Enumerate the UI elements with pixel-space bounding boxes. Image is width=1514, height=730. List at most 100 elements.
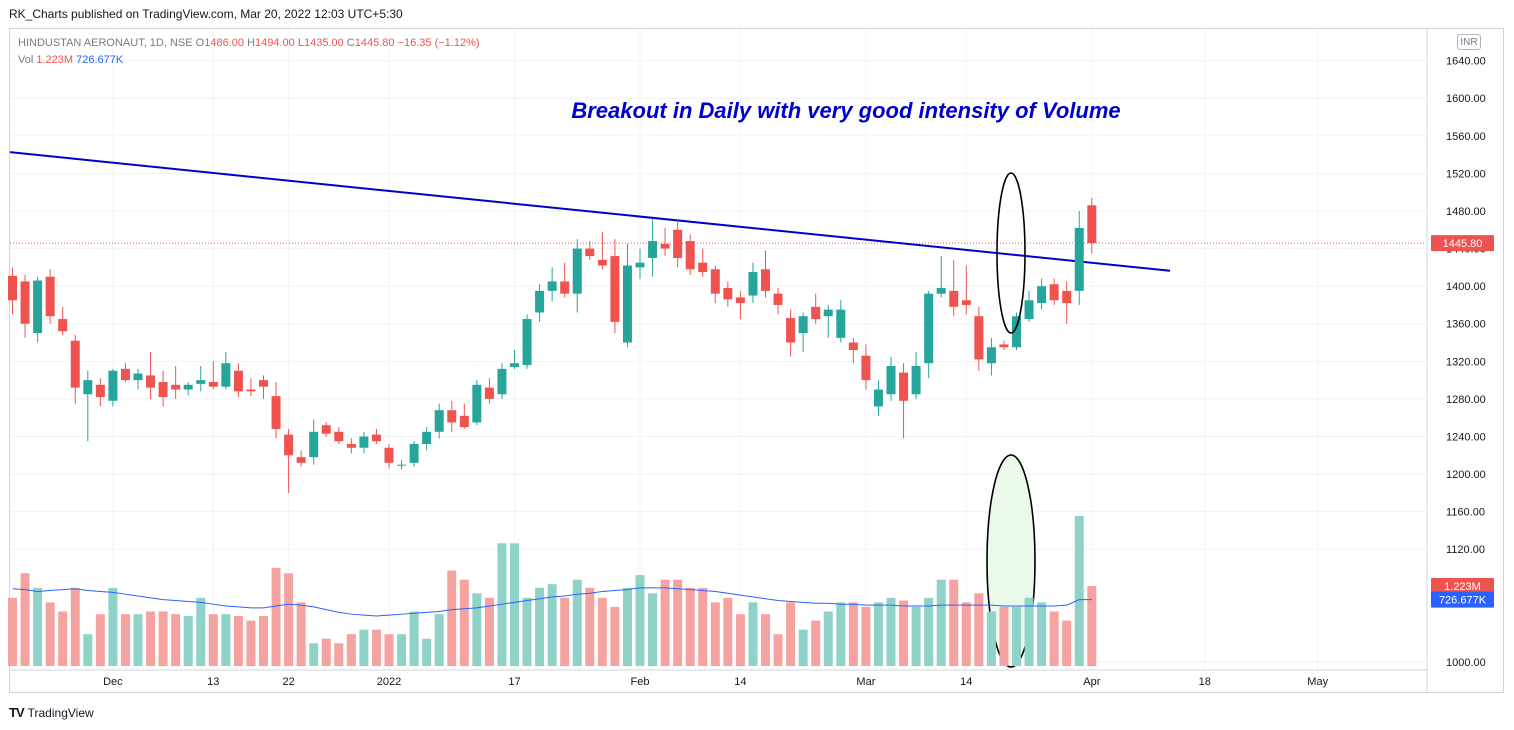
candle-body <box>371 434 381 442</box>
volume-bar <box>610 606 620 666</box>
candle-body <box>673 229 683 258</box>
candles <box>8 197 1097 493</box>
candle-body <box>397 464 407 466</box>
last-price-tag: 1445.80 <box>1443 238 1483 250</box>
volume-bar <box>108 587 118 666</box>
legend-low: 1435.00 <box>303 37 344 49</box>
volume-bar <box>585 587 595 666</box>
candle-body <box>108 370 118 401</box>
time-tick-label: Dec <box>103 676 123 688</box>
volume-bar <box>560 597 570 666</box>
time-tick-label: Feb <box>631 676 650 688</box>
candle-body <box>8 275 17 301</box>
volume-bar <box>522 597 532 666</box>
candle-body <box>936 288 946 294</box>
volume-bar <box>873 602 883 666</box>
time-tick-label: 22 <box>282 676 294 688</box>
candle-body <box>45 276 55 317</box>
candle-body <box>924 293 934 364</box>
candle-body <box>146 375 156 388</box>
volume-bar <box>447 570 457 666</box>
candle-body <box>961 300 971 305</box>
volume-bar <box>798 629 808 666</box>
chart-annotation: Breakout in Daily with very good intensi… <box>571 98 1120 123</box>
ohlc-legend-row: HINDUSTAN AERONAUT, 1D, NSE O1486.00 H14… <box>18 35 480 52</box>
candle-body <box>949 290 959 307</box>
volume-bar <box>8 597 17 666</box>
candle-body <box>284 434 294 456</box>
candle-body <box>472 384 482 423</box>
volume-bar <box>1049 611 1059 666</box>
candle-body <box>422 431 432 445</box>
candle-body <box>723 288 733 300</box>
candle-body <box>911 366 921 395</box>
candle-body <box>748 272 758 296</box>
candle-body <box>196 380 206 384</box>
candle-body <box>484 387 494 399</box>
candle-body <box>610 256 620 322</box>
candle-body <box>296 457 306 463</box>
candle-body <box>861 355 871 381</box>
footer-branding[interactable]: TV TradingView <box>9 705 94 720</box>
candle-body <box>986 347 996 364</box>
volume-bar <box>660 579 670 666</box>
candle-body <box>535 290 545 313</box>
volume-bar <box>735 614 745 666</box>
candle-body <box>70 340 80 388</box>
volume-bar <box>761 614 770 666</box>
candle-body <box>823 309 833 317</box>
candle-body <box>1087 205 1097 244</box>
legend-high-label: H <box>247 37 256 49</box>
candle-body <box>33 280 43 334</box>
publisher-line: RK_Charts published on TradingView.com, … <box>9 7 403 21</box>
trend-line <box>9 151 1171 272</box>
candle-body <box>547 281 557 291</box>
candle-body <box>58 319 68 332</box>
candle-body <box>848 342 858 351</box>
volume-bar <box>371 629 381 666</box>
volume-bar <box>773 634 783 666</box>
candle-body <box>1024 300 1034 320</box>
candle-body <box>334 431 344 442</box>
candle-body <box>171 384 181 390</box>
last-price-tag-bg <box>1431 235 1494 252</box>
volume-bar <box>259 616 268 666</box>
volume-bar <box>597 597 607 666</box>
time-tick-label: 14 <box>734 676 746 688</box>
volume-bar <box>1074 516 1084 666</box>
candle-body <box>20 281 30 324</box>
candle-body <box>233 370 243 392</box>
candle-body <box>221 363 231 387</box>
volume-bar <box>409 611 419 666</box>
price-tick-label: 1520.00 <box>1446 168 1486 180</box>
volume-bars <box>8 516 1097 666</box>
volume-bar <box>183 616 193 666</box>
volume-bar <box>384 634 394 666</box>
time-tick-label: Apr <box>1083 676 1100 688</box>
price-tick-label: 1280.00 <box>1446 394 1486 406</box>
candle-body <box>1012 316 1021 348</box>
time-tick-label: 18 <box>1199 676 1211 688</box>
candle-body <box>974 316 984 360</box>
price-tick-label: 1320.00 <box>1446 356 1486 368</box>
volume-bar <box>208 614 218 666</box>
volume-bar <box>1012 606 1021 666</box>
volume-bar <box>974 593 984 666</box>
price-tick-label: 1160.00 <box>1446 507 1485 519</box>
currency-badge[interactable]: INR <box>1457 34 1481 50</box>
volume-bar <box>622 587 632 666</box>
volume-bar <box>20 573 30 666</box>
candle-body <box>95 384 105 398</box>
candle-body <box>999 344 1009 348</box>
volume-bar <box>1024 597 1034 666</box>
legend-high: 1494.00 <box>255 37 295 49</box>
legend-change: −16.35 (−1.12%) <box>397 37 480 49</box>
legend-vol-label: Vol <box>18 54 34 66</box>
price-tick-label: 1360.00 <box>1446 319 1486 331</box>
volume-bar <box>434 614 444 666</box>
legend-low-label: L <box>297 37 304 49</box>
volume-bar <box>284 573 294 666</box>
candle-body <box>346 444 356 448</box>
volume-bar <box>836 602 846 666</box>
